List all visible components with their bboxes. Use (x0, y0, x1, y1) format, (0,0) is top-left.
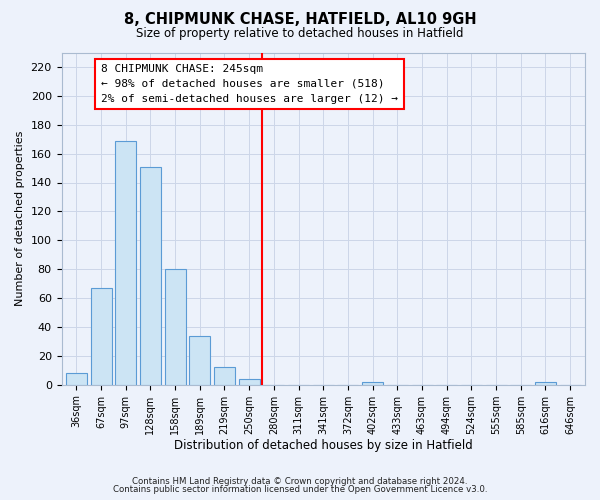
Y-axis label: Number of detached properties: Number of detached properties (15, 131, 25, 306)
Bar (140, 166, 161, 384)
Bar (239, 379, 260, 384)
X-axis label: Distribution of detached houses by size in Hatfield: Distribution of detached houses by size … (174, 440, 473, 452)
Bar (535, 382, 556, 384)
Bar (362, 382, 383, 384)
Bar (66, 373, 87, 384)
Text: Size of property relative to detached houses in Hatfield: Size of property relative to detached ho… (136, 28, 464, 40)
Text: 8 CHIPMUNK CHASE: 245sqm
← 98% of detached houses are smaller (518)
2% of semi-d: 8 CHIPMUNK CHASE: 245sqm ← 98% of detach… (101, 64, 398, 104)
Bar (190, 336, 210, 384)
Bar (164, 269, 185, 384)
Bar (115, 140, 136, 384)
Text: Contains HM Land Registry data © Crown copyright and database right 2024.: Contains HM Land Registry data © Crown c… (132, 477, 468, 486)
Text: 8, CHIPMUNK CHASE, HATFIELD, AL10 9GH: 8, CHIPMUNK CHASE, HATFIELD, AL10 9GH (124, 12, 476, 28)
Bar (214, 368, 235, 384)
Bar (91, 288, 112, 384)
Text: Contains public sector information licensed under the Open Government Licence v3: Contains public sector information licen… (113, 485, 487, 494)
